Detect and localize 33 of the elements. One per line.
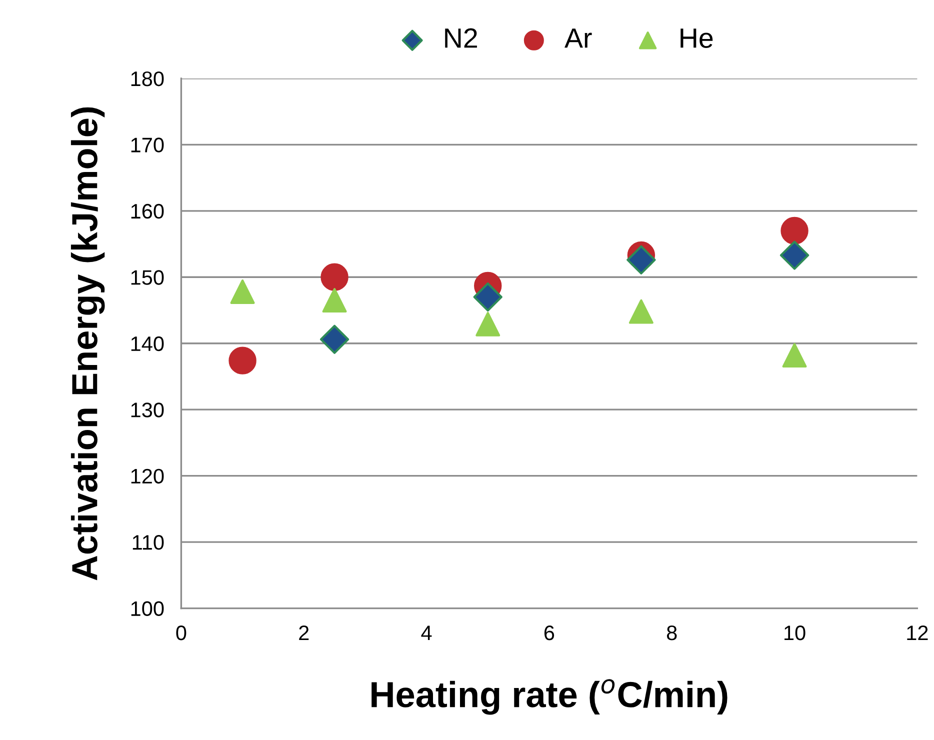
- y-tick-label: 160: [131, 204, 164, 219]
- y-tick-label: 140: [131, 336, 164, 352]
- y-tick-label: 180: [131, 71, 164, 86]
- point: [228, 346, 256, 374]
- x-tick-label: 10: [784, 625, 806, 640]
- y-tick-label: 100: [131, 601, 164, 616]
- point: [780, 240, 810, 270]
- point: [230, 279, 255, 304]
- y-tick-label: 150: [131, 270, 164, 285]
- y-tick-label: 130: [131, 402, 164, 418]
- point: [782, 343, 807, 368]
- x-tick-label: 0: [176, 625, 186, 640]
- y-tick-label: 110: [132, 535, 164, 550]
- y-tick-label: 170: [131, 138, 164, 152]
- legend-label: Ar: [564, 28, 592, 48]
- x-tick-label: 6: [544, 625, 554, 640]
- point: [320, 324, 350, 354]
- point: [322, 288, 347, 313]
- point: [626, 245, 656, 274]
- x-tick-label: 12: [907, 625, 928, 640]
- x-axis-title: Heating rate ($^{o}$C/min): [372, 679, 728, 715]
- point: [320, 263, 348, 291]
- x-tick-label: 2: [299, 625, 309, 640]
- x-tick-label: 8: [666, 625, 677, 640]
- point: [476, 312, 500, 336]
- x-tick-label: 4: [421, 626, 432, 640]
- legend-label: He: [680, 28, 713, 48]
- legend-label: N2: [445, 28, 477, 48]
- y-axis-title: Activation Energy (kJ/mole): [70, 107, 105, 580]
- point: [628, 299, 654, 324]
- point: [473, 282, 502, 312]
- y-tick-label: 120: [131, 468, 164, 484]
- point: [780, 216, 808, 245]
